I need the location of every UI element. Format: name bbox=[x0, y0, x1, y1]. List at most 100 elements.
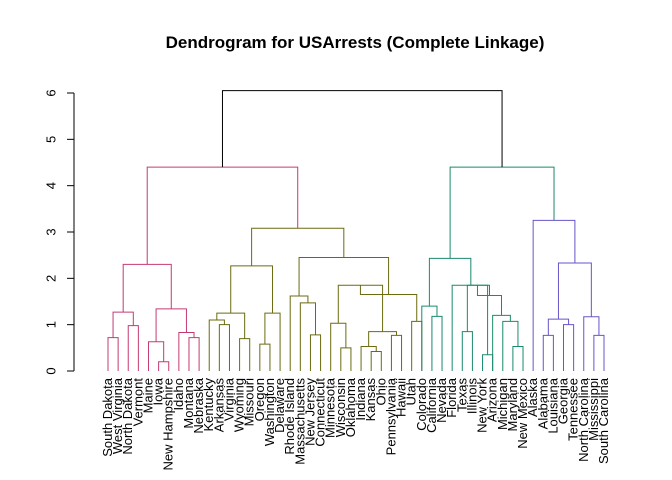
y-tick-label: 4 bbox=[43, 182, 58, 189]
y-tick-label: 1 bbox=[43, 321, 58, 328]
branch-link bbox=[178, 332, 195, 371]
dendrogram-branches bbox=[107, 90, 605, 371]
leaf-label: Colorado bbox=[414, 378, 429, 431]
y-tick-label: 2 bbox=[43, 275, 58, 282]
leaf-label: Alaska bbox=[525, 377, 540, 417]
leaf-label: Idaho bbox=[171, 378, 186, 411]
branch-link bbox=[492, 314, 511, 371]
y-axis: 0 1 2 3 4 5 6 bbox=[43, 89, 75, 375]
leaf-label: Michigan bbox=[495, 378, 510, 430]
branch-link bbox=[557, 262, 592, 320]
branch-link bbox=[208, 319, 225, 371]
leaf-label: South Dakota bbox=[100, 377, 115, 457]
leaf-label: South Carolina bbox=[596, 377, 611, 464]
branch-link bbox=[593, 334, 605, 371]
branch-link bbox=[146, 166, 299, 265]
branch-link bbox=[411, 320, 423, 371]
leaf-label: Pennsylvania bbox=[383, 377, 398, 455]
branch-link bbox=[147, 341, 165, 371]
branch-link bbox=[158, 361, 170, 371]
leaf-label: Minnesota bbox=[323, 377, 338, 438]
branch-link bbox=[532, 219, 576, 371]
leaf-label: Delaware bbox=[272, 378, 287, 433]
branch-link bbox=[239, 338, 251, 371]
branch-link bbox=[428, 257, 472, 307]
branch-link bbox=[461, 331, 473, 371]
y-tick-label: 6 bbox=[43, 89, 58, 96]
branch-link bbox=[360, 345, 377, 371]
branch-link bbox=[563, 324, 575, 371]
leaf-label: Missouri bbox=[242, 378, 257, 427]
leaf-label: Nevada bbox=[434, 377, 449, 423]
branch-link bbox=[583, 316, 600, 371]
leaf-label: Florida bbox=[444, 377, 459, 418]
branch-link bbox=[112, 311, 134, 338]
branch-link bbox=[370, 351, 382, 371]
leaf-label: Maryland bbox=[505, 378, 520, 431]
leaf-label: Massachusetts bbox=[292, 378, 307, 465]
leaf-label: Maine bbox=[140, 378, 155, 413]
branch-link bbox=[340, 347, 352, 371]
leaf-label: New Jersey bbox=[302, 378, 317, 446]
leaf-label: Connecticut bbox=[313, 378, 328, 447]
leaf-label: Kentucky bbox=[201, 378, 216, 432]
branch-link bbox=[309, 334, 322, 371]
branch-link bbox=[390, 334, 403, 371]
branch-link bbox=[298, 256, 390, 296]
leaf-label: Nebraska bbox=[191, 377, 206, 433]
branch-link bbox=[337, 284, 384, 332]
branch-link bbox=[127, 325, 139, 371]
leaf-label: New Mexico bbox=[515, 378, 530, 449]
leaf-label: Tennessee bbox=[566, 378, 581, 441]
leaf-label: Alabama bbox=[535, 377, 550, 429]
branch-link bbox=[264, 312, 281, 371]
branch-link bbox=[449, 166, 555, 259]
branch-link bbox=[431, 315, 443, 371]
branch-link bbox=[251, 227, 345, 266]
leaf-label: Illinois bbox=[464, 378, 479, 415]
branch-link bbox=[330, 322, 347, 371]
leaf-label: New Hampshire bbox=[161, 378, 176, 470]
leaf-label: Oregon bbox=[252, 378, 267, 421]
leaf-label: Vermont bbox=[130, 378, 145, 427]
branch-link bbox=[218, 324, 230, 371]
y-tick-label: 3 bbox=[43, 228, 58, 235]
leaf-label: Utah bbox=[404, 378, 419, 405]
branch-link bbox=[221, 90, 503, 168]
leaf-label: Oklahoma bbox=[343, 377, 358, 437]
branch-link bbox=[216, 312, 246, 339]
leaf-label: Montana bbox=[181, 377, 196, 428]
leaf-label: Wisconsin bbox=[333, 378, 348, 437]
branch-link bbox=[542, 334, 554, 371]
leaf-label: Kansas bbox=[363, 378, 378, 422]
leaf-label: Virginia bbox=[221, 377, 236, 421]
leaf-label: Texas bbox=[454, 378, 469, 412]
leaf-label: Ohio bbox=[373, 378, 388, 405]
branch-link bbox=[122, 263, 172, 313]
leaf-label: North Dakota bbox=[120, 377, 135, 454]
leaf-label: Arkansas bbox=[211, 378, 226, 433]
leaf-label: New York bbox=[475, 378, 490, 433]
branch-link bbox=[476, 285, 503, 316]
leaf-label: Indiana bbox=[353, 377, 368, 420]
leaf-label: Hawaii bbox=[394, 378, 409, 417]
branch-link bbox=[155, 308, 187, 342]
branch-link bbox=[368, 331, 397, 347]
y-tick-label: 0 bbox=[43, 367, 58, 374]
leaf-label: Rhode Island bbox=[282, 378, 297, 455]
branch-link bbox=[259, 343, 271, 371]
branch-link bbox=[107, 337, 119, 371]
branch-link bbox=[289, 295, 309, 371]
leaf-label: West Virginia bbox=[110, 377, 125, 454]
branch-link bbox=[451, 284, 490, 371]
branch-link bbox=[512, 345, 524, 371]
leaf-label: California bbox=[424, 377, 439, 433]
branch-link bbox=[299, 302, 317, 371]
leaf-label: Washington bbox=[262, 378, 277, 446]
leaf-label: Arizona bbox=[485, 377, 500, 422]
branch-link bbox=[230, 265, 273, 314]
y-tick-label: 5 bbox=[43, 136, 58, 143]
branch-link bbox=[188, 337, 200, 371]
